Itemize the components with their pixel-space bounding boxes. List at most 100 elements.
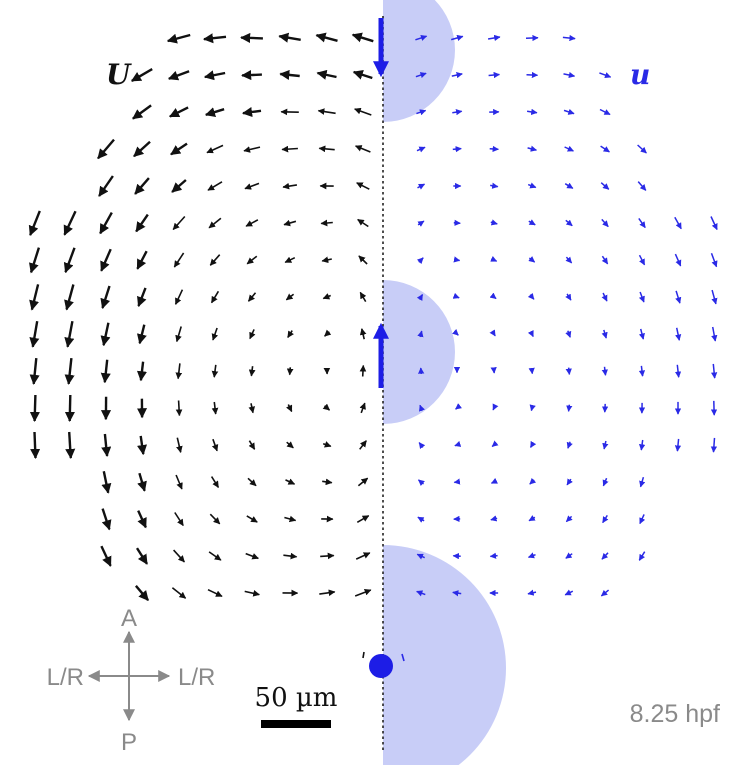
field-arrow <box>417 330 424 338</box>
field-arrow <box>526 108 538 116</box>
field-arrow <box>283 219 297 227</box>
field-arrow <box>529 477 537 485</box>
field-arrow <box>562 34 576 42</box>
field-arrow <box>566 441 573 449</box>
field-arrow <box>245 219 259 227</box>
field-arrow <box>210 476 220 488</box>
field-arrow <box>247 292 257 302</box>
field-arrow <box>64 394 75 423</box>
field-arrow <box>638 551 646 561</box>
field-arrow <box>638 328 645 340</box>
field-arrow <box>565 219 573 227</box>
field-arrow <box>638 439 646 451</box>
field-arrow <box>710 437 718 453</box>
field-arrow <box>565 256 573 264</box>
field-arrow <box>639 476 646 488</box>
field-arrow <box>527 145 538 152</box>
field-arrow <box>564 145 574 152</box>
field-arrow <box>100 248 112 272</box>
field-arrow <box>638 217 646 229</box>
field-arrow <box>284 256 296 264</box>
field-arrow <box>528 219 536 226</box>
field-arrow <box>599 72 612 79</box>
field-arrow <box>319 589 336 597</box>
field-arrow <box>454 440 462 447</box>
field-arrow <box>563 108 575 115</box>
scale-bar-label: 50 µm <box>255 683 338 713</box>
field-arrow <box>491 440 499 448</box>
field-arrow <box>637 144 647 154</box>
field-arrow <box>527 552 536 559</box>
field-arrow <box>529 440 537 448</box>
field-arrow <box>453 256 461 263</box>
compass: A P L/R L/R <box>47 605 216 756</box>
field-arrow <box>321 256 332 264</box>
field-arrow <box>563 71 576 79</box>
field-arrow <box>137 435 148 456</box>
field-arrow <box>416 590 426 597</box>
field-arrow <box>242 107 262 117</box>
field-arrow <box>29 284 40 311</box>
field-arrow <box>204 107 225 117</box>
field-arrow <box>243 146 261 153</box>
field-arrow <box>101 508 112 531</box>
field-arrow <box>278 32 301 43</box>
field-arrow <box>565 515 573 523</box>
marker-dot <box>369 654 393 678</box>
field-arrow <box>134 177 150 195</box>
field-arrow <box>416 553 426 560</box>
field-arrow <box>133 140 151 158</box>
field-arrow <box>527 330 534 338</box>
field-arrow <box>416 109 427 116</box>
field-arrow <box>286 367 294 376</box>
field-arrow <box>172 215 186 231</box>
field-arrow <box>171 587 187 599</box>
field-arrow <box>416 146 426 153</box>
field-arrow <box>417 516 425 523</box>
field-arrow <box>29 394 40 423</box>
field-arrow <box>29 357 40 385</box>
field-arrow <box>320 219 333 227</box>
field-arrow <box>601 255 609 265</box>
field-arrow <box>419 404 425 412</box>
field-arrow <box>285 478 296 485</box>
field-arrow <box>171 179 187 193</box>
field-arrow <box>245 552 259 560</box>
field-arrow <box>249 329 256 340</box>
field-arrow <box>415 34 428 41</box>
field-arrow <box>674 364 682 378</box>
field-arrow <box>63 247 76 274</box>
field-arrow <box>100 545 112 567</box>
field-arrow <box>320 552 335 560</box>
field-arrow <box>527 589 537 596</box>
field-arrow <box>63 210 77 236</box>
field-arrow <box>565 552 573 559</box>
field-arrow <box>64 284 75 311</box>
patch-middle <box>383 280 455 424</box>
field-arrow <box>322 403 331 411</box>
field-arrow <box>324 329 332 337</box>
field-arrow <box>247 477 257 487</box>
field-arrow <box>64 320 75 348</box>
field-arrow <box>101 470 112 494</box>
field-arrow <box>418 479 425 486</box>
field-arrow <box>416 293 424 301</box>
field-arrow <box>285 293 295 301</box>
field-arrow <box>675 290 682 304</box>
field-arrow <box>244 590 260 597</box>
field-arrow <box>358 255 368 265</box>
field-arrow <box>488 71 501 79</box>
field-arrow <box>602 514 609 524</box>
field-arrow <box>639 514 646 525</box>
field-arrow <box>711 363 718 379</box>
marker-tick <box>401 653 405 662</box>
scale-bar: 50 µm <box>255 683 338 728</box>
field-arrow <box>173 252 185 268</box>
field-arrow <box>451 71 463 79</box>
field-arrow <box>564 182 574 189</box>
field-arrow <box>207 588 223 598</box>
left-field-label: U <box>106 58 132 91</box>
field-arrow <box>209 254 221 266</box>
field-arrow <box>359 440 367 450</box>
